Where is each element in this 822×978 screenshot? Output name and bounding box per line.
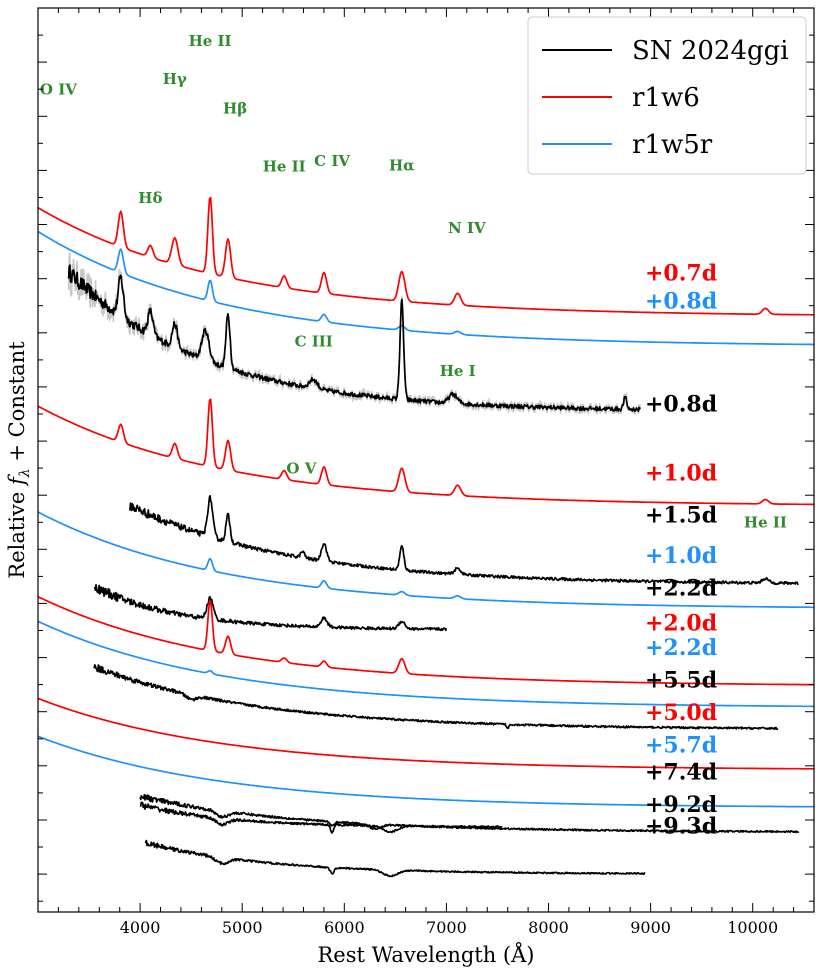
line-id-label-1: O IV [40, 81, 77, 99]
epoch-label-14: +9.3d [645, 814, 717, 840]
epoch-label-12: +7.4d [645, 759, 717, 785]
spectrum-line-r1w5r-8 [38, 620, 814, 708]
legend-label-r1w6: r1w6 [632, 83, 700, 113]
spectrum-line-r1w6-0 [38, 196, 814, 316]
epoch-label-layer: +0.7d+0.8d+0.8d+1.0d+1.5d+1.0d+2.2d+2.0d… [645, 260, 717, 839]
line-id-label-4: He II [263, 158, 306, 176]
line-id-label-0: He II [189, 32, 232, 50]
epoch-label-1: +0.8d [645, 288, 717, 314]
x-tick-label-2: 6000 [324, 918, 365, 937]
line-id-label-10: He I [440, 362, 476, 380]
spectrum-line-r1w5r-1 [38, 230, 814, 346]
epoch-label-11: +5.7d [645, 732, 717, 758]
line-id-label-6: Hα [389, 156, 415, 174]
y-axis-title-f: f [5, 474, 29, 487]
x-tick-label-1: 5000 [222, 918, 263, 937]
spectrum-line-r1w6-7 [38, 595, 814, 686]
x-tick-label-4: 8000 [528, 918, 569, 937]
legend-box [527, 16, 807, 175]
line-id-label-2: Hγ [163, 70, 187, 88]
axis-ticks: 4000 5000 6000 7000 8000 9000 10000 [38, 7, 814, 937]
x-tick-label-0: 4000 [120, 918, 161, 937]
x-tick-label-6: 10000 [727, 918, 778, 937]
spectra-layer [38, 196, 814, 878]
epoch-label-5: +1.0d [645, 543, 717, 569]
spectrum-line-sn-2024ggi-6 [93, 584, 448, 632]
line-id-label-7: Hδ [138, 189, 162, 207]
spectrum-line-r1w6-3 [38, 398, 814, 506]
x-tick-label-3: 7000 [426, 918, 467, 937]
raw-spectrum-line-2 [67, 252, 641, 416]
epoch-label-13: +9.2d [645, 792, 717, 818]
line-id-label-5: C IV [314, 152, 350, 170]
y-axis-title: Relative fλ + Constant [5, 341, 33, 579]
y-axis-title-rest: + Constant [5, 341, 29, 468]
line-identification-layer: He II O IV Hγ Hβ He II C IV Hα Hδ N IV C III He I O… [40, 32, 787, 532]
epoch-label-7: +2.0d [645, 611, 717, 637]
x-axis-title: Rest Wavelength (Å) [317, 942, 534, 967]
spectrum-line-sn-2024ggi-12 [139, 793, 800, 834]
y-axis-title-main: Relative [5, 485, 29, 579]
line-id-label-11: O V [286, 460, 316, 478]
legend-label-r1w5r: r1w5r [632, 130, 713, 160]
epoch-label-3: +1.0d [645, 461, 717, 487]
line-id-label-9: C III [295, 332, 333, 350]
epoch-label-0: +0.7d [645, 260, 717, 286]
epoch-label-9: +5.5d [645, 667, 717, 693]
line-id-label-12: He II [744, 514, 787, 532]
epoch-label-2: +0.8d [645, 391, 717, 417]
spectrum-line-sn-2024ggi-14 [144, 839, 646, 878]
epoch-label-8: +2.2d [645, 635, 717, 661]
epoch-label-6: +2.2d [645, 575, 717, 601]
legend-label-observed: SN 2024ggi [632, 36, 789, 66]
epoch-label-4: +1.5d [645, 502, 717, 528]
spectrum-line-sn-2024ggi-13 [139, 801, 503, 834]
x-tick-label-5: 9000 [630, 918, 671, 937]
spectrum-line-r1w5r-11 [38, 735, 814, 808]
epoch-label-10: +5.0d [645, 700, 717, 726]
line-id-label-8: N IV [448, 219, 486, 237]
spectrum-line-sn-2024ggi-2 [67, 264, 641, 413]
spectrum-line-r1w5r-5 [38, 511, 814, 609]
line-id-label-3: Hβ [223, 100, 247, 118]
legend: SN 2024ggi r1w6 r1w5r [527, 16, 807, 175]
spectrum-line-sn-2024ggi-4 [129, 494, 799, 586]
y-axis-title-sub: λ [17, 468, 33, 478]
spectrum-line-r1w6-10 [38, 697, 814, 770]
spectrum-line-sn-2024ggi-9 [93, 664, 779, 731]
